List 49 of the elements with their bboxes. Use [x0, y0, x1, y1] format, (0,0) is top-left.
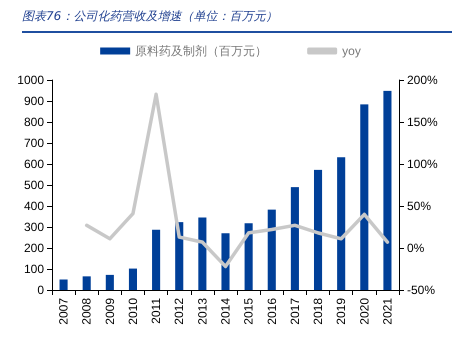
y-tick-label: 500	[24, 178, 44, 192]
x-tick-label: 2018	[311, 298, 326, 325]
bar	[314, 170, 322, 290]
legend-label: 原料药及制剂（百万元）	[135, 44, 268, 58]
x-tick-label: 2012	[172, 298, 186, 325]
x-tick-label: 2021	[380, 298, 394, 325]
x-tick-label: 2015	[242, 298, 256, 325]
x-tick-label: 2007	[56, 298, 71, 325]
bar	[60, 280, 68, 290]
x-tick-label: 2013	[195, 298, 210, 325]
y2-tick-label: -50%	[407, 283, 436, 297]
y-tick-label: 300	[24, 220, 44, 234]
bar	[383, 90, 392, 290]
y-tick-label: 800	[24, 115, 44, 129]
bar	[360, 104, 368, 290]
bar	[268, 210, 276, 290]
y-tick-label: 900	[24, 94, 44, 108]
y-tick-label: 400	[24, 199, 44, 213]
x-tick-label: 2010	[126, 298, 140, 325]
x-tick-label: 2009	[102, 298, 117, 325]
x-tick-label: 2014	[218, 298, 232, 325]
y2-tick-label: 50%	[407, 199, 432, 213]
y-tick-label: 0	[37, 283, 44, 297]
y2-tick-label: 100%	[407, 157, 438, 171]
x-tick-label: 2011	[149, 298, 164, 324]
y2-tick-label: 150%	[407, 115, 438, 129]
y-tick-label: 700	[24, 136, 44, 150]
bar	[198, 218, 206, 290]
bar	[290, 187, 299, 290]
chart-title: 图表76：公司化药营收及增速（单位：百万元）	[22, 8, 452, 33]
bar	[152, 230, 160, 290]
x-tick-label: 2017	[288, 298, 302, 325]
y2-tick-label: 0%	[407, 241, 425, 255]
bar	[128, 268, 138, 290]
legend-label: yoy	[342, 44, 361, 58]
x-tick-label: 2019	[334, 298, 348, 325]
y-tick-label: 600	[24, 157, 44, 171]
y-tick-label: 200	[24, 241, 44, 255]
bar	[82, 276, 91, 290]
x-tick-label: 2016	[264, 298, 279, 325]
y-tick-label: 100	[24, 262, 44, 276]
y2-tick-label: 200%	[407, 73, 438, 87]
line-series	[84, 92, 390, 268]
bar	[244, 223, 253, 290]
x-tick-label: 2008	[80, 298, 94, 325]
bar	[337, 157, 346, 290]
x-tick-label: 2020	[357, 298, 372, 325]
bar	[106, 274, 114, 290]
y-tick-label: 1000	[17, 73, 44, 87]
